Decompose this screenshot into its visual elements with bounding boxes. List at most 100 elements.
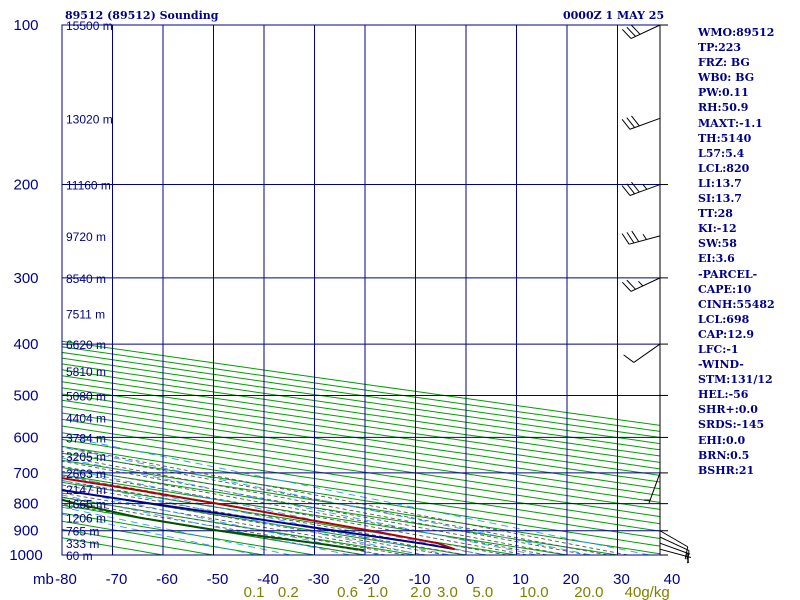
temperature-tick-label: 20 [563,571,580,588]
wind-barb-full [621,281,632,292]
index-line: PW:0.11 [698,86,749,100]
wind-barb [621,230,661,245]
wind-barb-staff [630,24,661,39]
mixing-ratio-label: 0.2 [278,584,299,600]
dry-adiabat [62,520,265,555]
dewpoint-profile-line [62,498,365,552]
index-line: CAPE:10 [698,282,752,296]
wind-barb-staff [629,117,661,130]
dry-adiabat [62,432,660,525]
pressure-tick-label: 700 [13,465,38,482]
pressure-tick-label: 900 [13,523,38,540]
pressure-tick-label: 800 [13,496,38,513]
dry-adiabat [62,375,660,463]
height-label: 15500 m [66,19,113,33]
plot-area [62,25,660,555]
index-line: LCL:698 [698,312,750,326]
height-label: 6620 m [66,338,106,352]
index-line: BSHR:21 [698,463,755,477]
index-line: SHR+:0.0 [698,403,758,417]
wind-barb [623,343,661,363]
mixing-ratio-line [62,494,350,555]
wind-barb [621,277,661,292]
moist-adiabat [62,500,386,555]
wind-barb-full [623,354,635,363]
index-line: HEL:-56 [698,388,749,402]
wind-barb-staff [630,277,661,292]
wind-barb-full [621,185,631,196]
dry-adiabat [62,381,660,470]
index-line: MAXT:-1.1 [698,116,763,130]
wind-barb-staff [648,472,661,504]
temperature-profile-line [62,477,455,551]
index-line: TT:28 [698,207,733,221]
index-line: LFC:-1 [698,342,739,356]
temperature-tick-label: -50 [207,571,229,588]
dry-adiabat [62,412,660,503]
wind-barb-full [626,232,635,244]
dry-adiabat [62,504,366,555]
temperature-tick-label: 30 [613,571,630,588]
mixing-ratio-label: 3.0 [437,584,458,600]
index-line: CINH:55482 [698,297,775,311]
index-line: -WIND- [698,358,744,372]
height-label: 3784 m [66,431,106,445]
wind-barb-staff [629,184,661,196]
dry-adiabat [62,357,660,445]
wind-barb-full [626,26,636,37]
dry-adiabat [62,369,660,457]
dry-adiabat [62,399,660,490]
dry-adiabat [62,425,660,518]
height-label: 333 m [66,537,99,551]
wind-barb-full [621,233,630,245]
dry-adiabat [62,474,568,555]
height-label: 13020 m [66,112,113,126]
height-label: 11160 m [66,179,111,193]
height-label: 3205 m [66,450,106,464]
wind-barb-full [626,183,636,195]
wind-barb-staff [659,536,690,552]
height-label: 765 m [66,525,99,539]
dry-adiabat [62,452,660,547]
index-line: RH:50.9 [698,101,749,115]
height-label: 7511 m [66,307,105,321]
wind-barb [643,472,661,504]
mixing-ratio-line [62,467,485,555]
mixing-ratio-label: 0.1 [244,584,265,600]
height-label: 1206 m [66,512,106,526]
temperature-tick-label: 0 [466,571,474,588]
mixing-ratio-label: 0.6 [337,584,358,600]
pressure-tick-label: 1000 [9,547,42,564]
index-line: EI:3.6 [698,252,735,266]
index-line: SI:13.7 [698,192,742,206]
wind-barb-half [642,233,647,240]
index-panel: WMO:89512 TP:223 FRZ: BG WB0: BG PW:0.11 RH:5… [698,25,798,478]
height-label: 2663 m [66,467,106,481]
dry-adiabat [62,481,517,555]
temperature-tick-label: -10 [409,571,431,588]
wind-barb [621,181,661,196]
wind-barb-full [621,119,631,130]
index-line: LCL:820 [698,161,750,175]
height-label: 5080 m [66,389,106,403]
moist-adiabat [62,450,608,555]
wind-barb-full [631,115,640,127]
wind-barb-staff [659,542,691,555]
mixing-ratio-label: 5.0 [472,584,493,600]
index-line: SW:58 [698,237,737,251]
dry-adiabat [62,438,660,532]
index-line: CAP:12.9 [698,327,755,341]
dry-adiabat [62,496,416,555]
wind-barb-half [638,280,644,287]
pressure-tick-label: 600 [13,429,38,446]
wind-barb-half [642,184,648,190]
temperature-tick-label: -20 [358,571,380,588]
pressure-tick-label: 400 [13,336,38,353]
mixing-ratio-label: 2.0 [410,584,431,600]
wind-barb [621,115,661,130]
pressure-tick-label: 300 [13,270,38,287]
height-label: 9720 m [66,230,106,244]
dry-adiabat [62,467,618,555]
index-line: LI:13.7 [698,176,742,190]
